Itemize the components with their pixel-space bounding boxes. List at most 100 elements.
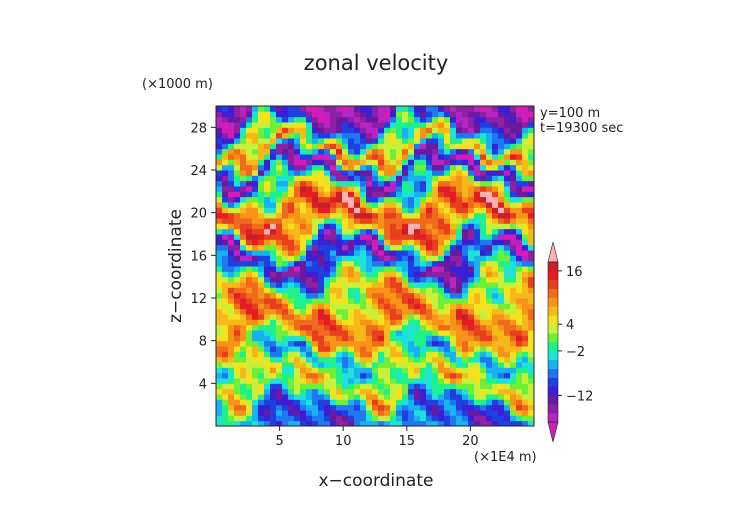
heatmap-cell <box>348 399 355 406</box>
heatmap-cell <box>360 138 367 144</box>
heatmap-cell <box>366 330 373 336</box>
heatmap-cell <box>276 319 283 326</box>
heatmap-cell <box>414 111 421 118</box>
heatmap-cell <box>288 228 295 235</box>
heatmap-cell <box>390 399 397 406</box>
heatmap-cell <box>360 415 367 422</box>
heatmap-cell <box>294 346 301 352</box>
heatmap-cell <box>468 319 475 326</box>
heatmap-cell <box>390 116 397 123</box>
heatmap-cell <box>348 260 355 267</box>
heatmap-cell <box>288 122 295 128</box>
heatmap-cell <box>480 287 487 294</box>
heatmap-cell <box>282 394 289 400</box>
heatmap-cell <box>456 255 463 262</box>
heatmap-cell <box>438 191 445 198</box>
heatmap-cell <box>246 212 253 219</box>
heatmap-cell <box>342 399 349 406</box>
heatmap-cell <box>516 223 523 230</box>
heatmap-cell <box>396 287 403 294</box>
heatmap-cell <box>462 410 469 416</box>
heatmap-cell <box>438 127 445 134</box>
heatmap-cell <box>426 383 433 390</box>
heatmap-cell <box>288 271 295 278</box>
heatmap-cell <box>492 164 499 171</box>
heatmap-cell <box>240 191 247 198</box>
heatmap-cell <box>462 239 469 246</box>
heatmap-cell <box>318 127 325 134</box>
heatmap-cell <box>348 191 355 198</box>
heatmap-cell <box>420 319 427 326</box>
heatmap-cell <box>474 218 481 224</box>
heatmap-cell <box>390 314 397 320</box>
heatmap-cell <box>366 367 373 374</box>
heatmap-cell <box>372 148 379 155</box>
heatmap-cell <box>318 378 325 384</box>
heatmap-cell <box>312 196 319 203</box>
heatmap-cell <box>300 170 307 176</box>
heatmap-cell <box>222 186 229 192</box>
heatmap-cell <box>360 335 367 342</box>
heatmap-cell <box>468 383 475 390</box>
heatmap-cell <box>270 372 277 379</box>
heatmap-cell <box>282 191 289 198</box>
heatmap-cell <box>504 346 511 352</box>
heatmap-cell <box>360 394 367 400</box>
heatmap-cell <box>516 356 523 363</box>
heatmap-cell <box>228 367 235 374</box>
heatmap-cell <box>246 340 253 347</box>
heatmap-cell <box>318 335 325 342</box>
heatmap-cell <box>288 415 295 422</box>
heatmap-cell <box>528 308 535 315</box>
heatmap-cell <box>360 250 367 256</box>
heatmap-cell <box>372 287 379 294</box>
heatmap-cell <box>288 367 295 374</box>
heatmap-cell <box>270 143 277 150</box>
heatmap-cell <box>498 356 505 363</box>
heatmap-cell <box>336 351 343 358</box>
heatmap-cell <box>270 394 277 400</box>
heatmap-cell <box>300 175 307 182</box>
heatmap-cell <box>396 335 403 342</box>
heatmap-cell <box>336 276 343 283</box>
heatmap-cell <box>240 362 247 368</box>
heatmap-cell <box>462 367 469 374</box>
heatmap-cell <box>228 202 235 208</box>
heatmap-cell <box>240 202 247 208</box>
heatmap-cell <box>438 351 445 358</box>
heatmap-cell <box>276 420 283 427</box>
heatmap-cell <box>216 287 223 294</box>
heatmap-cell <box>426 335 433 342</box>
heatmap-cell <box>420 282 427 288</box>
heatmap-cell <box>402 132 409 139</box>
heatmap-cell <box>516 159 523 166</box>
heatmap-cell <box>444 399 451 406</box>
heatmap-cell <box>522 420 529 427</box>
heatmap-cell <box>450 223 457 230</box>
heatmap-cell <box>270 292 277 299</box>
heatmap-cell <box>444 388 451 395</box>
heatmap-cell <box>420 335 427 342</box>
heatmap-cell <box>270 399 277 406</box>
heatmap-cell <box>450 420 457 427</box>
heatmap-cell <box>468 335 475 342</box>
heatmap-cell <box>516 410 523 416</box>
heatmap-cell <box>528 148 535 155</box>
heatmap-cell <box>276 292 283 299</box>
heatmap-cell <box>246 335 253 342</box>
y-tick-label: 20 <box>190 207 207 222</box>
heatmap-cell <box>402 138 409 144</box>
heatmap-cell <box>354 308 361 315</box>
heatmap-cell <box>252 175 259 182</box>
heatmap-cell <box>270 420 277 427</box>
heatmap-cell <box>444 330 451 336</box>
heatmap-cell <box>270 138 277 144</box>
heatmap-cell <box>294 207 301 214</box>
heatmap-cell <box>390 170 397 176</box>
heatmap-cell <box>528 239 535 246</box>
heatmap-cell <box>324 314 331 320</box>
heatmap-cell <box>468 250 475 256</box>
heatmap-cell <box>492 234 499 240</box>
heatmap-cell <box>240 319 247 326</box>
heatmap-cell <box>474 143 481 150</box>
